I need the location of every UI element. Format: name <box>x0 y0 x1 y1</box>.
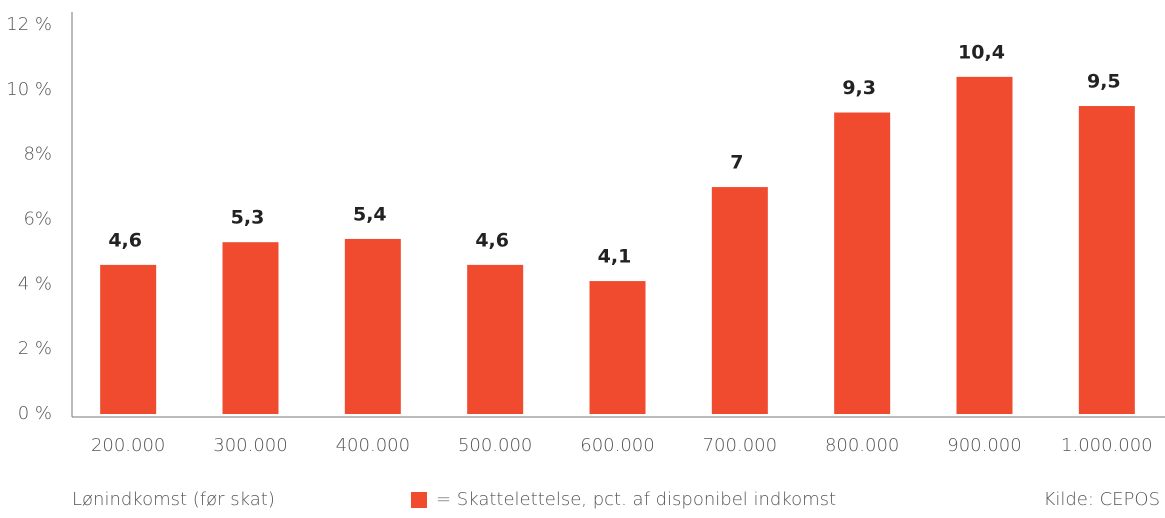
y-tick-label: 12 % <box>6 14 52 35</box>
bar <box>100 264 157 414</box>
bar <box>467 264 524 414</box>
source: Kilde: CEPOS <box>1044 489 1160 510</box>
x-axis-label: Lønindkomst (før skat) <box>72 489 275 510</box>
bar <box>344 238 401 414</box>
value-label: 9,5 <box>1087 71 1121 93</box>
x-tick-label: 1.000.000 <box>1061 435 1153 456</box>
value-label: 4,6 <box>108 229 142 251</box>
value-label: 9,3 <box>842 77 876 99</box>
x-tick-label: 700.000 <box>703 435 777 456</box>
bar <box>222 242 279 414</box>
x-tick-label: 900.000 <box>947 435 1021 456</box>
value-label: 5,4 <box>353 203 387 225</box>
bar <box>589 281 646 414</box>
value-label: 4,6 <box>475 229 509 251</box>
bar <box>834 112 891 415</box>
x-tick-label: 300.000 <box>213 435 287 456</box>
value-label: 7 <box>730 152 743 174</box>
value-label: 5,3 <box>231 207 265 229</box>
bar <box>956 76 1013 414</box>
bar <box>1078 106 1135 415</box>
value-label: 10,4 <box>958 41 1005 63</box>
x-tick-label: 800.000 <box>825 435 899 456</box>
bar <box>711 187 768 414</box>
legend-swatch <box>411 492 427 508</box>
x-tick-label: 400.000 <box>336 435 410 456</box>
x-tick-label: 500.000 <box>458 435 532 456</box>
x-tick-label: 200.000 <box>91 435 165 456</box>
value-label: 4,1 <box>598 246 632 268</box>
x-tick-label: 600.000 <box>580 435 654 456</box>
legend-label: = Skattelettelse, pct. af disponibel ind… <box>436 489 836 510</box>
y-tick-label: 8% <box>23 144 52 165</box>
y-tick-label: 6% <box>23 209 52 230</box>
y-tick-label: 4 % <box>18 273 52 294</box>
y-tick-label: 2 % <box>18 338 52 359</box>
y-tick-label: 10 % <box>6 79 52 100</box>
y-tick-label: 0 % <box>18 403 52 424</box>
